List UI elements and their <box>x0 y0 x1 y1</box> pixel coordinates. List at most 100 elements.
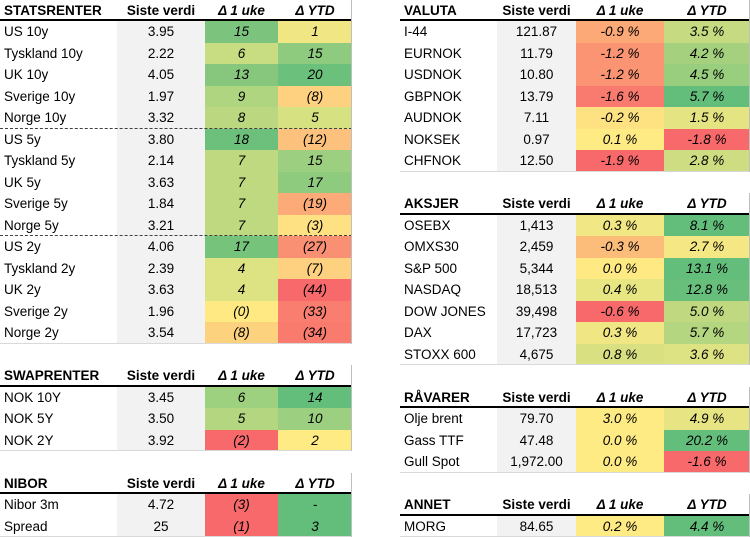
change-week: 6 <box>205 42 278 65</box>
change-week: 4 <box>205 257 278 280</box>
row-label: S&P 500 <box>404 260 458 276</box>
last-value: 47.48 <box>497 429 576 452</box>
column-header: Δ 1 uke <box>576 387 664 409</box>
change-week: -0.6 % <box>576 300 664 323</box>
change-week: 7 <box>205 171 278 194</box>
change-ytd: (33) <box>278 300 352 323</box>
table-title: ANNET <box>400 494 497 516</box>
last-value: 1.96 <box>117 300 205 323</box>
last-value: 13.79 <box>497 85 576 108</box>
last-value: 84.65 <box>497 515 576 537</box>
column-header: Δ YTD <box>278 473 352 495</box>
change-week: 0.0 % <box>576 429 664 452</box>
table-bottom <box>0 450 352 452</box>
change-ytd: 3 <box>278 515 352 537</box>
column-header: Δ YTD <box>278 365 352 387</box>
change-ytd: 4.4 % <box>664 515 750 537</box>
change-week: -1.6 % <box>576 85 664 108</box>
table-title: NIBOR <box>0 473 117 495</box>
change-week: 8 <box>205 107 278 129</box>
column-header: Siste verdi <box>497 193 576 215</box>
table-edge <box>351 365 352 452</box>
row-label: UK 2y <box>4 282 41 298</box>
table-title: STATSRENTER <box>0 0 117 22</box>
change-ytd: 10 <box>278 408 352 430</box>
last-value: 17,723 <box>497 322 576 344</box>
last-value: 11.79 <box>497 42 576 65</box>
change-ytd: 20 <box>278 64 352 86</box>
row-label: I-44 <box>404 24 428 40</box>
column-header: Δ YTD <box>664 193 750 215</box>
change-week: 0.1 % <box>576 128 664 151</box>
change-week: (1) <box>205 515 278 537</box>
change-week: 0.0 % <box>576 257 664 280</box>
column-header: Siste verdi <box>497 0 576 22</box>
row-label: CHFNOK <box>404 153 461 169</box>
column-header: Δ 1 uke <box>205 365 278 387</box>
change-week: 0.3 % <box>576 322 664 344</box>
table-bottom <box>400 170 750 172</box>
change-ytd: (7) <box>278 257 352 280</box>
change-ytd: (44) <box>278 279 352 301</box>
change-ytd: 5.0 % <box>664 300 750 323</box>
change-week: 7 <box>205 193 278 215</box>
row-label: OSEBX <box>404 217 451 233</box>
group-separator <box>0 127 352 129</box>
row-label: US 2y <box>4 239 41 255</box>
change-ytd: (27) <box>278 236 352 258</box>
column-header: Siste verdi <box>117 473 205 495</box>
change-week: 13 <box>205 64 278 86</box>
last-value: 3.63 <box>117 171 205 194</box>
change-week: 7 <box>205 214 278 237</box>
row-label: NOK 5Y <box>4 411 54 427</box>
change-ytd: 1 <box>278 21 352 43</box>
change-ytd: 2.7 % <box>664 236 750 258</box>
row-label: Gull Spot <box>404 454 460 470</box>
row-label: Tyskland 2y <box>4 260 76 276</box>
row-label: Gass TTF <box>404 432 464 448</box>
row-label: Sverige 2y <box>4 303 68 319</box>
column-header: Siste verdi <box>117 365 205 387</box>
change-ytd: 17 <box>278 171 352 194</box>
last-value: 3.80 <box>117 128 205 151</box>
table-bottom <box>400 364 750 366</box>
change-ytd: 5 <box>278 107 352 129</box>
last-value: 1.84 <box>117 193 205 215</box>
row-label: AUDNOK <box>404 110 462 126</box>
change-week: -1.9 % <box>576 150 664 172</box>
row-label: US 5y <box>4 131 41 147</box>
change-week: 0.2 % <box>576 515 664 537</box>
change-week: 18 <box>205 128 278 151</box>
change-ytd: 4.9 % <box>664 408 750 430</box>
change-week: 0.8 % <box>576 343 664 366</box>
row-label: Norge 2y <box>4 325 59 341</box>
last-value: 3.63 <box>117 279 205 301</box>
last-value: 1,413 <box>497 214 576 237</box>
row-label: Tyskland 5y <box>4 153 76 169</box>
change-week: -0.9 % <box>576 21 664 43</box>
row-label: Sverige 10y <box>4 88 76 104</box>
column-header: Siste verdi <box>497 494 576 516</box>
table-edge <box>351 0 352 344</box>
change-ytd: 3.5 % <box>664 21 750 43</box>
change-ytd: 15 <box>278 42 352 65</box>
last-value: 3.54 <box>117 322 205 344</box>
change-ytd: 4.5 % <box>664 64 750 86</box>
row-label: Tyskland 10y <box>4 45 83 61</box>
change-ytd: 14 <box>278 386 352 409</box>
table-bottom <box>0 342 352 344</box>
column-header: Δ YTD <box>664 0 750 22</box>
change-week: 0.0 % <box>576 451 664 473</box>
row-label: Nibor 3m <box>4 497 59 513</box>
row-label: EURNOK <box>404 45 462 61</box>
row-label: UK 10y <box>4 67 49 83</box>
change-week: 0.3 % <box>576 214 664 237</box>
row-label: DAX <box>404 325 432 341</box>
row-label: OMXS30 <box>404 239 459 255</box>
change-ytd: (12) <box>278 128 352 151</box>
last-value: 12.50 <box>497 150 576 172</box>
last-value: 4,675 <box>497 343 576 366</box>
change-ytd: -1.8 % <box>664 128 750 151</box>
last-value: 3.95 <box>117 21 205 43</box>
